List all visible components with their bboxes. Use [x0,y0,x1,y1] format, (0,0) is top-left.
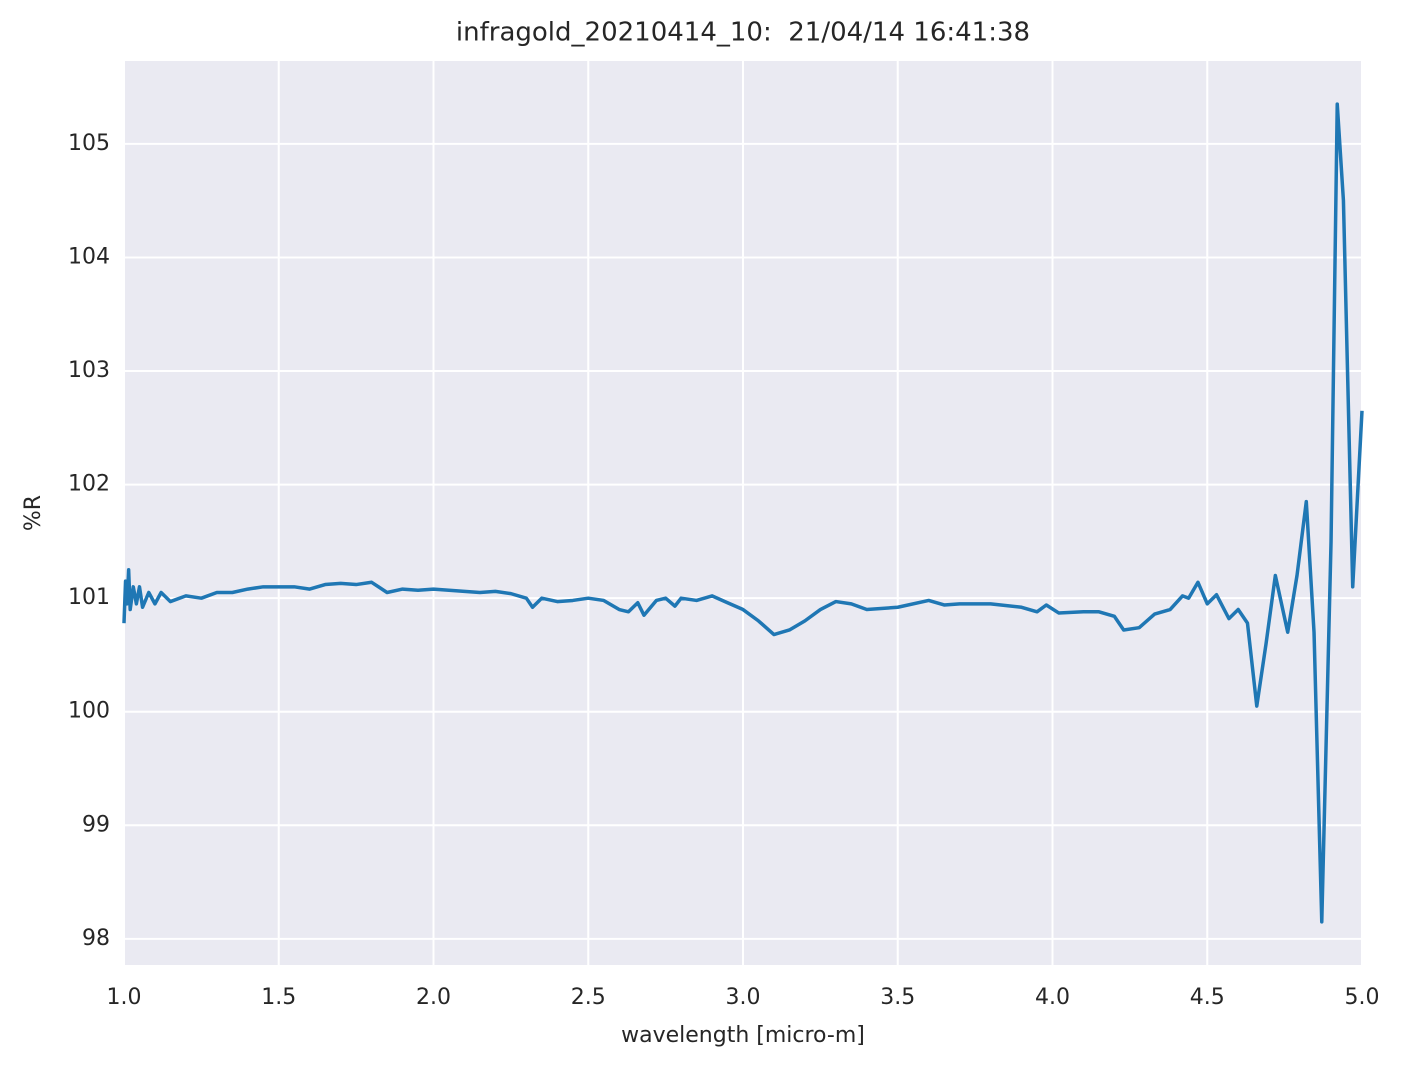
y-tick-label: 104 [68,244,110,269]
y-tick-label: 101 [68,585,110,610]
x-tick-label: 3.0 [726,985,761,1010]
data-line [122,102,1364,924]
y-tick-label: 98 [82,926,110,951]
x-tick-label: 2.0 [416,985,451,1010]
y-tick-label: 99 [82,812,110,837]
y-tick-label: 100 [68,699,110,724]
x-tick-label: 1.5 [261,985,296,1010]
x-tick-label: 4.0 [1035,985,1070,1010]
chart-title: infragold_20210414_10: 21/04/14 16:41:38 [456,18,1030,48]
x-tick-label: 4.5 [1190,985,1225,1010]
x-tick-label: 1.0 [107,985,142,1010]
x-tick-label: 2.5 [571,985,606,1010]
x-axis-label: wavelength [micro-m] [621,1023,865,1048]
y-tick-label: 103 [68,358,110,383]
y-tick-label: 105 [68,131,110,156]
x-tick-label: 5.0 [1345,985,1380,1010]
x-tick-label: 3.5 [880,985,915,1010]
y-tick-label: 102 [68,472,110,497]
y-axis-label: %R [21,495,46,531]
